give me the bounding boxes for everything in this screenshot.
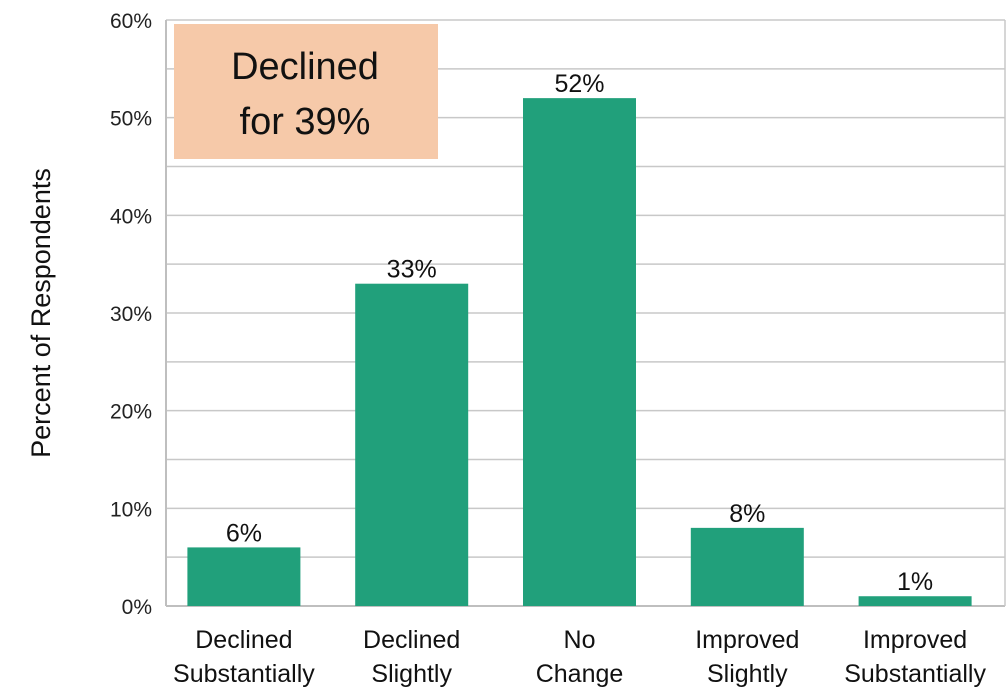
x-tick-label: No — [564, 626, 596, 654]
x-tick-label: Slightly — [371, 660, 452, 688]
x-tick-label: Improved — [695, 626, 799, 654]
bar — [355, 283, 469, 606]
annotation-callout: Declined for 39% — [174, 24, 438, 159]
x-tick-label: Declined — [363, 626, 460, 654]
bar — [523, 98, 636, 606]
y-tick-label: 20% — [110, 401, 152, 424]
bar — [858, 596, 972, 606]
data-label: 8% — [729, 500, 765, 528]
data-label: 6% — [226, 519, 262, 547]
x-tick-label: Substantially — [173, 660, 315, 688]
y-tick-label: 60% — [110, 10, 152, 33]
data-label: 1% — [897, 568, 933, 596]
y-tick-label: 30% — [110, 303, 152, 326]
y-axis-label: Percent of Respondents — [26, 168, 56, 458]
y-tick-label: 50% — [110, 108, 152, 131]
data-label: 52% — [554, 70, 604, 98]
annotation-line-1: Declined — [231, 46, 379, 88]
y-tick-label: 40% — [110, 205, 152, 228]
annotation-box — [174, 24, 438, 159]
x-axis-labels: Declined Substantially Declined Slightly No C… — [173, 626, 986, 688]
bar — [690, 527, 804, 606]
bars — [187, 98, 972, 606]
x-tick-label: Change — [536, 660, 624, 688]
y-tick-label: 0% — [122, 596, 152, 619]
x-tick-label: Declined — [195, 626, 292, 654]
x-tick-label: Improved — [863, 626, 967, 654]
y-tick-label: 10% — [110, 498, 152, 521]
bar — [187, 547, 301, 606]
data-label: 33% — [387, 256, 437, 284]
x-tick-label: Slightly — [707, 660, 788, 688]
data-labels: 6% 33% 52% 8% 1% — [226, 70, 933, 596]
x-tick-label: Substantially — [844, 660, 986, 688]
y-axis-ticks: 0% 10% 20% 30% 40% 50% 60% — [110, 10, 152, 619]
annotation-line-2: for 39% — [240, 101, 371, 143]
